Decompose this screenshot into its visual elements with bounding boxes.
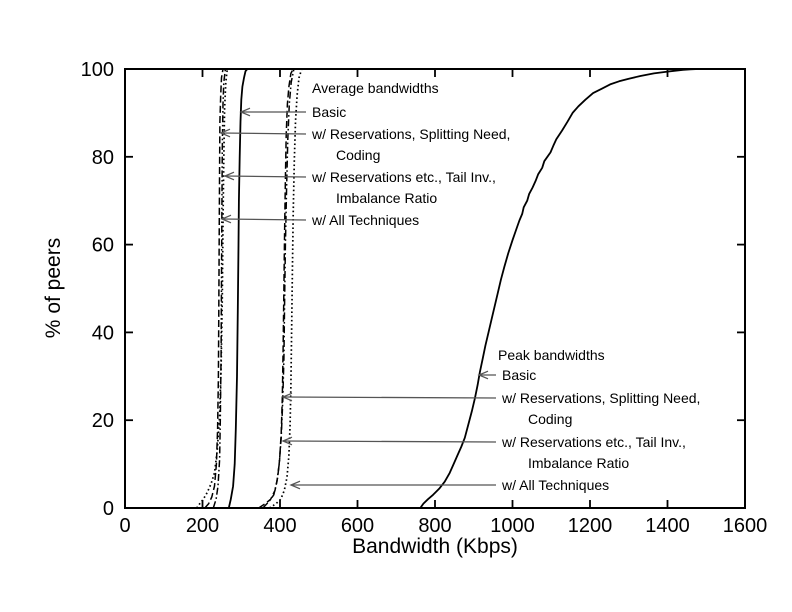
annotation-peak-basic-label: Basic (502, 367, 536, 383)
x-tick-label-600: 600 (341, 515, 374, 537)
arrow-peak-reservations-splitting (282, 396, 497, 399)
annotation-group-peak: Peak bandwidths Basic w/ Reservations, Spl… (281, 347, 700, 493)
arrowhead-average-all-techniques (220, 214, 232, 224)
curve-avg-reservations-splitting-coding (204, 68, 224, 509)
annotation-peak-reservations-tail-label2: Imbalance Ratio (528, 455, 629, 471)
annotation-average-basic-label: Basic (312, 104, 346, 120)
annotation-peak-reservations-tail-label: w/ Reservations etc., Tail Inv., (501, 434, 686, 450)
x-tick-label-1600: 1600 (723, 515, 768, 537)
annotation-peak-reservations-splitting-label2: Coding (528, 411, 572, 427)
x-axis-label: Bandwidth (Kbps) (352, 535, 518, 558)
y-tick-label-60: 60 (92, 235, 114, 257)
arrowhead-average-basic (239, 107, 251, 117)
annotation-peak-all-techniques-label: w/ All Techniques (501, 477, 609, 493)
curve-avg-reservations-tail-imbalance (212, 68, 227, 509)
y-tick-label-0: 0 (103, 498, 114, 520)
x-tick-label-0: 0 (119, 515, 130, 537)
y-tick-label-100: 100 (81, 59, 114, 81)
arrowhead-average-reservations-splitting (219, 128, 231, 138)
curve-peak-reservations-tail-imbalance (262, 68, 295, 509)
annotation-average-reservations-splitting-label: w/ Reservations, Splitting Need, (311, 126, 510, 142)
curve-peak-basic (419, 68, 745, 509)
annotations-layer: Average bandwidths Basic w/ Reservations, … (219, 80, 700, 493)
x-tick-label-1200: 1200 (568, 515, 613, 537)
arrow-peak-reservations-tail (282, 440, 497, 443)
annotation-average-all-techniques-label: w/ All Techniques (311, 212, 419, 228)
x-tick-label-1400: 1400 (645, 515, 690, 537)
y-tick-label-40: 40 (92, 322, 114, 344)
arrowhead-peak-basic (477, 370, 489, 380)
arrowhead-average-reservations-tail (223, 171, 235, 181)
arrowhead-peak-reservations-splitting (281, 392, 293, 402)
x-tick-label-800: 800 (418, 515, 451, 537)
x-tick-label-400: 400 (263, 515, 296, 537)
annotation-peak-reservations-splitting-label: w/ Reservations, Splitting Need, (501, 390, 700, 406)
annotation-average-reservations-tail-label2: Imbalance Ratio (336, 190, 437, 206)
arrowhead-peak-reservations-tail (281, 436, 293, 446)
arrow-average-all-techniques (221, 218, 307, 221)
y-axis-label: % of peers (42, 238, 65, 338)
curves-layer (196, 68, 745, 509)
curve-avg-basic (227, 68, 249, 509)
arrow-average-reservations-splitting (220, 132, 307, 135)
y-tick-label-80: 80 (92, 147, 114, 169)
y-tick-label-20: 20 (92, 410, 114, 432)
arrow-average-reservations-tail (224, 175, 307, 178)
arrowhead-peak-all-techniques (289, 480, 301, 490)
annotation-average-title: Average bandwidths (312, 80, 439, 96)
annotation-peak-title: Peak bandwidths (498, 347, 605, 363)
x-tick-label-1000: 1000 (490, 515, 535, 537)
axes-layer: 0 200 400 600 800 1000 1200 1400 1600 0 20 40 60 80 10… (81, 59, 768, 537)
curve-peak-all-techniques (269, 68, 303, 509)
annotation-group-average: Average bandwidths Basic w/ Reservations, … (219, 80, 510, 228)
annotation-average-reservations-splitting-label2: Coding (336, 147, 380, 163)
annotation-average-reservations-tail-label: w/ Reservations etc., Tail Inv., (311, 169, 496, 185)
x-tick-label-200: 200 (186, 515, 219, 537)
curve-avg-all-techniques (196, 68, 229, 509)
